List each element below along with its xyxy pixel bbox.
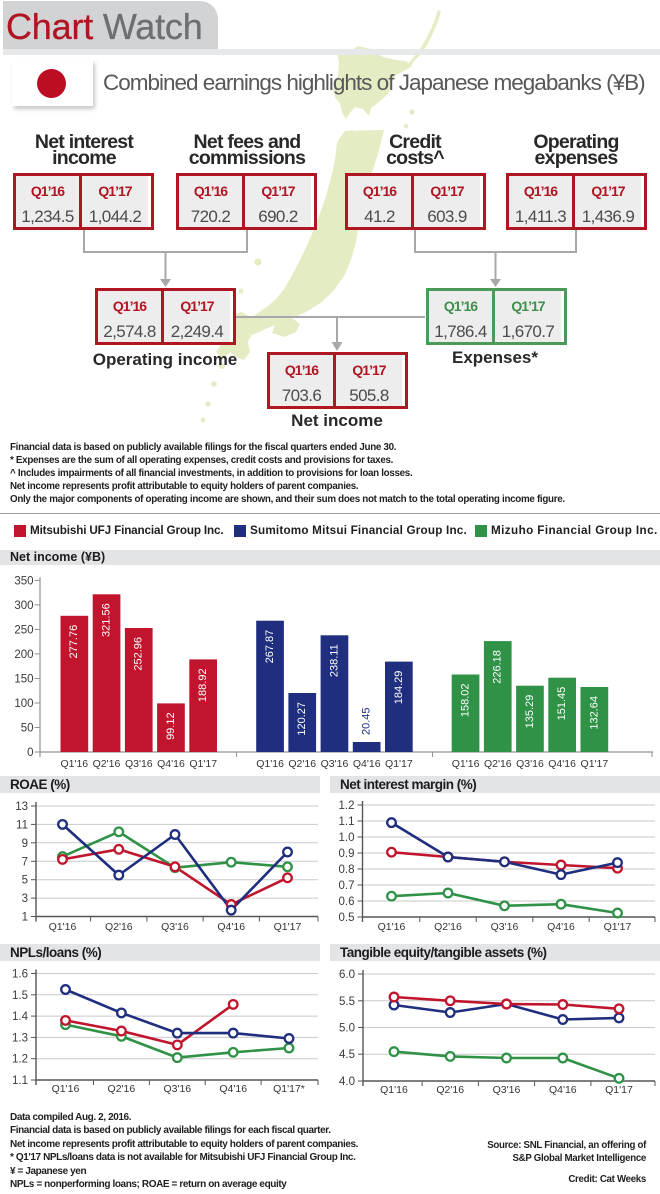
- svg-text:Q2'16: Q2'16: [93, 758, 121, 770]
- svg-text:Q4'16: Q4'16: [547, 921, 575, 933]
- svg-text:Q3'16: Q3'16: [125, 758, 153, 770]
- svg-text:1.4: 1.4: [12, 1011, 29, 1023]
- svg-text:Q2'16: Q2'16: [434, 921, 462, 933]
- svg-text:Q3'16: Q3'16: [516, 758, 544, 770]
- svg-text:0: 0: [27, 747, 33, 759]
- svg-text:0.7: 0.7: [339, 880, 355, 892]
- svg-text:Q3'16: Q3'16: [491, 921, 519, 933]
- svg-text:Q2'16: Q2'16: [108, 1083, 136, 1095]
- svg-text:226.18: 226.18: [492, 650, 504, 684]
- svg-text:3: 3: [22, 893, 28, 905]
- svg-text:Q1'17: Q1'17: [605, 1084, 633, 1096]
- svg-text:11: 11: [16, 819, 28, 831]
- svg-text:Q1'17: Q1'17: [385, 758, 413, 770]
- svg-text:151.45: 151.45: [556, 687, 568, 721]
- svg-text:5: 5: [22, 875, 28, 887]
- svg-text:Q3'16: Q3'16: [163, 1083, 191, 1095]
- svg-text:Q2'16: Q2'16: [484, 758, 512, 770]
- svg-text:Q1'16: Q1'16: [256, 758, 284, 770]
- svg-text:Q4'16: Q4'16: [217, 921, 245, 933]
- svg-text:Q3'16: Q3'16: [321, 758, 349, 770]
- svg-text:5.0: 5.0: [339, 1023, 355, 1035]
- svg-text:100: 100: [14, 698, 33, 710]
- svg-text:Q4'16: Q4'16: [353, 758, 381, 770]
- svg-text:Q1'16: Q1'16: [378, 921, 406, 933]
- svg-text:4.5: 4.5: [339, 1049, 355, 1061]
- svg-text:Q1'17: Q1'17: [604, 921, 632, 933]
- svg-text:200: 200: [14, 649, 33, 661]
- svg-text:1.1: 1.1: [12, 1075, 28, 1087]
- svg-text:252.96: 252.96: [133, 637, 145, 671]
- svg-text:1.2: 1.2: [339, 800, 355, 812]
- svg-text:Q4'16: Q4'16: [219, 1083, 247, 1095]
- svg-text:9: 9: [22, 838, 28, 850]
- svg-text:Q1'16: Q1'16: [52, 1083, 80, 1095]
- svg-text:321.56: 321.56: [100, 603, 112, 637]
- svg-text:7: 7: [22, 856, 28, 868]
- svg-text:13: 13: [15, 801, 28, 813]
- svg-text:5.5: 5.5: [339, 996, 355, 1008]
- svg-text:1.2: 1.2: [12, 1054, 28, 1066]
- svg-text:Q1'16: Q1'16: [60, 758, 88, 770]
- svg-text:Q1'17*: Q1'17*: [273, 1083, 305, 1095]
- svg-text:Q1'16: Q1'16: [380, 1084, 408, 1096]
- svg-text:Q1'17: Q1'17: [581, 758, 609, 770]
- svg-text:Q4'16: Q4'16: [157, 758, 185, 770]
- svg-text:277.76: 277.76: [68, 625, 80, 659]
- svg-text:99.12: 99.12: [165, 712, 177, 740]
- svg-text:267.87: 267.87: [264, 630, 276, 664]
- svg-text:Q1'16: Q1'16: [49, 921, 77, 933]
- svg-text:1.6: 1.6: [12, 969, 28, 981]
- svg-text:1.3: 1.3: [12, 1032, 28, 1044]
- svg-text:188.92: 188.92: [197, 668, 209, 702]
- svg-text:50: 50: [21, 723, 34, 735]
- svg-text:158.02: 158.02: [460, 684, 472, 718]
- svg-text:184.29: 184.29: [393, 671, 405, 705]
- svg-text:1: 1: [22, 912, 28, 924]
- svg-text:Q2'16: Q2'16: [105, 921, 133, 933]
- svg-text:4.0: 4.0: [339, 1076, 355, 1088]
- svg-text:135.29: 135.29: [524, 695, 536, 729]
- svg-text:1.1: 1.1: [339, 816, 355, 828]
- svg-text:150: 150: [14, 674, 33, 686]
- svg-text:0.5: 0.5: [339, 912, 355, 924]
- svg-text:1.0: 1.0: [339, 832, 355, 844]
- svg-text:Q1'17: Q1'17: [189, 758, 217, 770]
- svg-text:120.27: 120.27: [296, 702, 308, 736]
- svg-text:Q1'16: Q1'16: [452, 758, 480, 770]
- svg-text:6.0: 6.0: [339, 969, 355, 981]
- svg-text:300: 300: [14, 600, 33, 612]
- svg-text:20.45: 20.45: [361, 707, 373, 735]
- svg-text:0.8: 0.8: [339, 864, 355, 876]
- svg-text:Q4'16: Q4'16: [548, 758, 576, 770]
- svg-text:Q1'17: Q1'17: [274, 921, 302, 933]
- svg-text:Q3'16: Q3'16: [161, 921, 189, 933]
- svg-text:Q3'16: Q3'16: [493, 1084, 521, 1096]
- svg-text:238.11: 238.11: [328, 644, 340, 677]
- svg-text:250: 250: [14, 624, 33, 636]
- svg-text:350: 350: [14, 575, 33, 587]
- svg-text:Q2'16: Q2'16: [436, 1084, 464, 1096]
- svg-text:Q2'16: Q2'16: [288, 758, 316, 770]
- svg-text:0.9: 0.9: [339, 848, 355, 860]
- svg-text:0.6: 0.6: [339, 896, 355, 908]
- svg-text:Q4'16: Q4'16: [549, 1084, 577, 1096]
- svg-text:132.64: 132.64: [588, 696, 600, 730]
- svg-text:1.5: 1.5: [12, 990, 28, 1002]
